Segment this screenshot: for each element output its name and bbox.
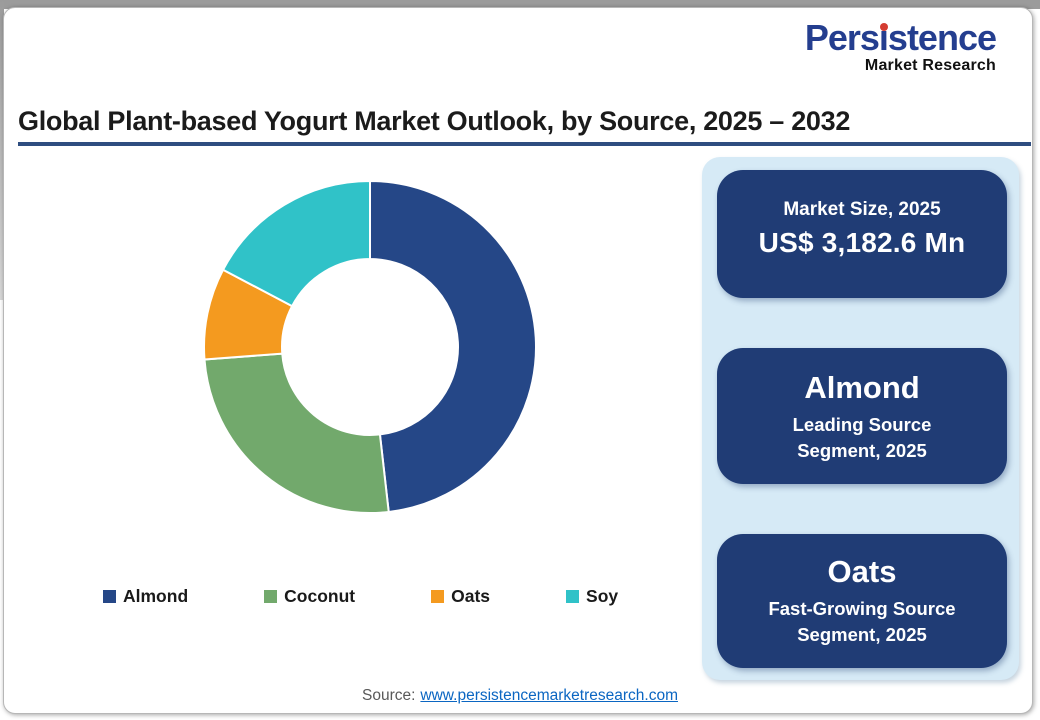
fast-growing-sub-line1: Fast-Growing Source [768,598,956,619]
donut-slice-coconut [203,352,390,514]
donut-slice-almond [369,180,537,513]
brand-logo: Persı stence Market Research [804,17,997,74]
fast-growing-segment-subtitle: Fast-Growing Source Segment, 2025 [717,596,1007,647]
legend-label-coconut: Coconut [284,586,356,606]
logo-red-dot-icon [879,23,888,31]
leading-segment-sub-line2: Segment, 2025 [797,439,927,461]
title-underline [18,142,1031,146]
window-top-shadow [0,0,1040,9]
page-title: Global Plant-based Yogurt Market Outlook… [18,106,851,136]
window-left-shadow [0,0,4,300]
donut-slice-soy [222,180,371,308]
fast-growing-segment-card: Oats Fast-Growing Source Segment, 2025 [717,534,1007,668]
stats-panel: Market Size, 2025 US$ 3,182.6 Mn Almond … [702,157,1019,680]
legend-item-almond: Almond [103,586,188,607]
source-line: Source: www.persistencemarketresearch.com [0,687,1040,705]
legend-label-soy: Soy [586,586,619,606]
legend-swatch-coconut [264,590,278,603]
donut-chart [203,180,537,514]
legend-swatch-soy [566,590,580,603]
source-link[interactable]: www.persistencemarketresearch.com [420,687,678,704]
chart-legend: Almond Coconut Oats Soy [103,586,618,607]
market-size-value: US$ 3,182.6 Mn [758,227,966,258]
legend-swatch-oats [431,590,445,603]
logo-text-pre: Pers [804,17,880,58]
fast-growing-sub-line2: Segment, 2025 [797,623,927,645]
logo-text-post: stence [887,17,997,58]
fast-growing-segment-name: Oats [827,554,897,589]
legend-item-oats: Oats [431,586,490,607]
legend-swatch-almond [103,590,116,603]
market-size-card: Market Size, 2025 US$ 3,182.6 Mn [717,170,1007,298]
leading-segment-card: Almond Leading Source Segment, 2025 [717,348,1007,484]
source-label: Source: [362,687,416,704]
logo-dotless-i: ı [878,17,889,58]
legend-label-oats: Oats [451,586,491,606]
legend-label-almond: Almond [123,586,189,606]
market-size-label: Market Size, 2025 [783,199,941,220]
legend-item-coconut: Coconut [264,586,355,607]
logo-subtitle: Market Research [864,57,996,74]
leading-segment-sub-line1: Leading Source [792,414,932,435]
leading-segment-name: Almond [804,370,920,405]
legend-item-soy: Soy [566,586,618,607]
leading-segment-subtitle: Leading Source Segment, 2025 [717,412,1007,463]
logo-wordmark: Persı stence [804,17,997,58]
